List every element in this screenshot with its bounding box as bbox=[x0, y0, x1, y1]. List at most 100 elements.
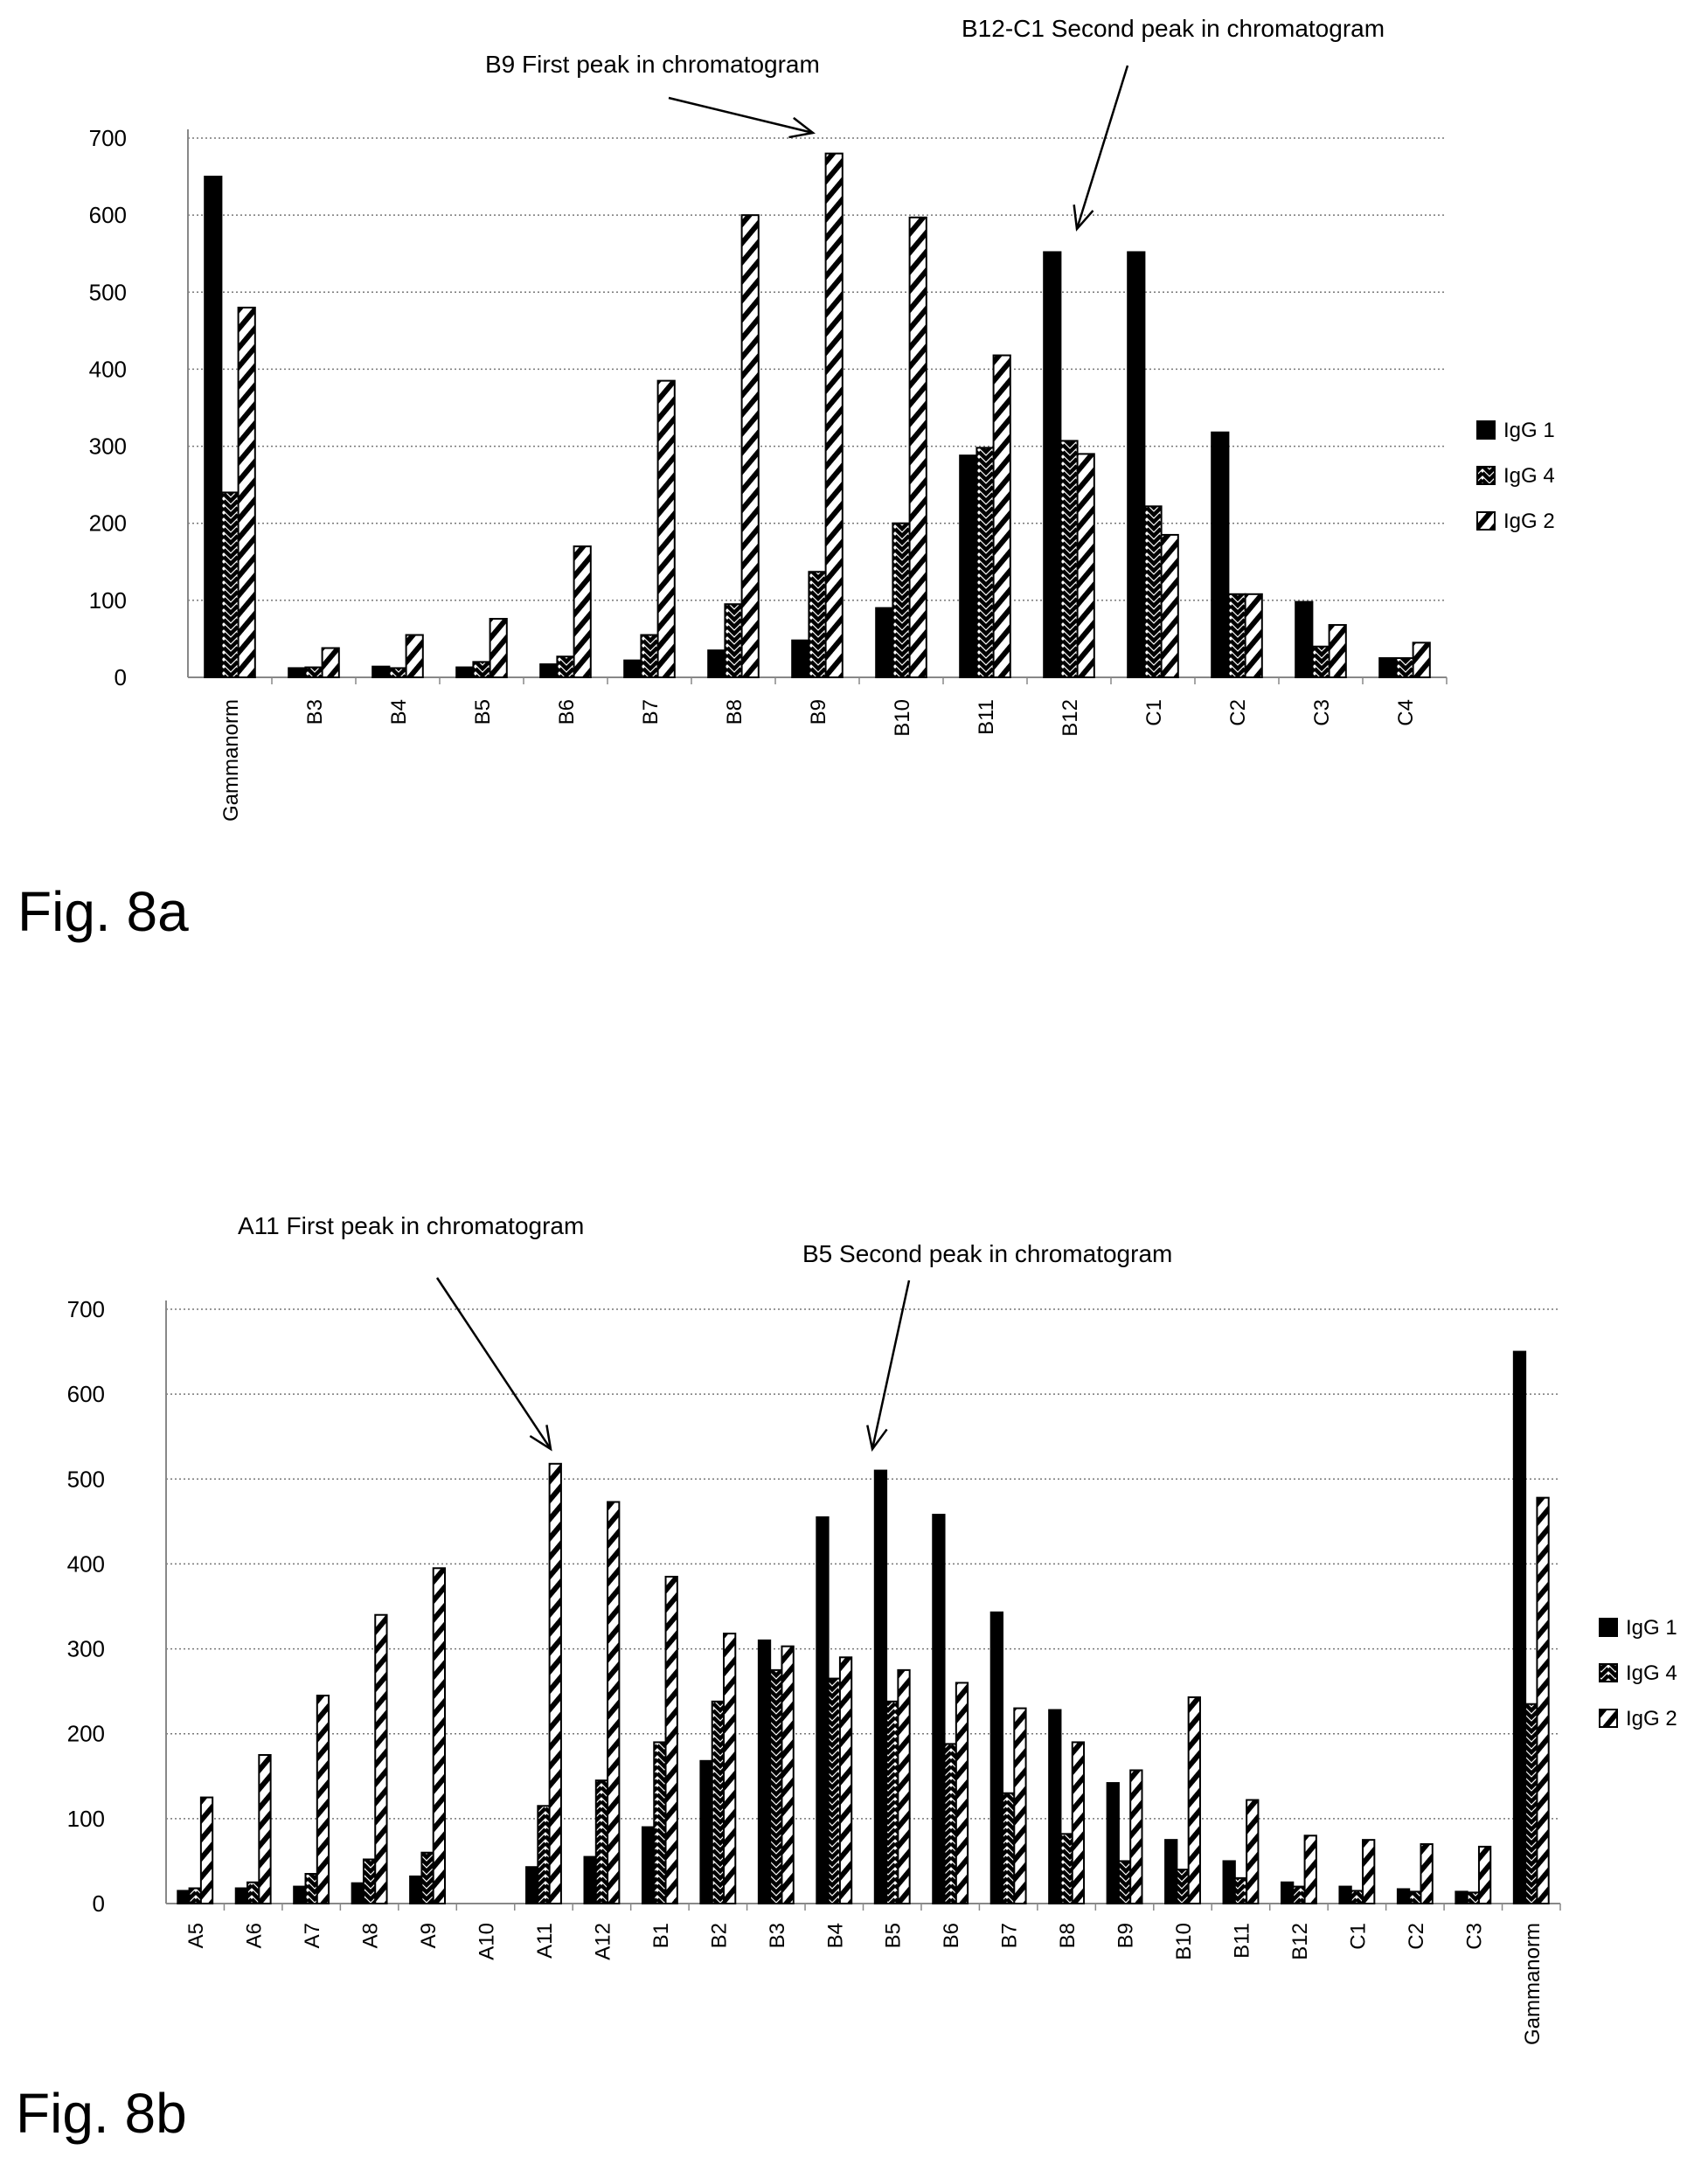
x-tick-label: A10 bbox=[476, 1923, 499, 1960]
bar bbox=[1295, 600, 1314, 678]
x-tick-label: B4 bbox=[823, 1923, 847, 1948]
bar bbox=[1143, 505, 1163, 679]
bar bbox=[908, 216, 927, 678]
x-tick-label: B11 bbox=[975, 699, 998, 735]
bar bbox=[816, 1516, 830, 1904]
bar bbox=[1043, 251, 1062, 678]
y-tick-label: 0 bbox=[93, 1890, 105, 1917]
legend-swatch bbox=[1476, 511, 1496, 531]
bar bbox=[711, 1700, 725, 1905]
x-tick-label: A5 bbox=[184, 1923, 208, 1948]
bar bbox=[1076, 453, 1095, 679]
y-tick-label: 100 bbox=[67, 1806, 105, 1832]
bar bbox=[757, 1639, 772, 1905]
bar bbox=[885, 1700, 899, 1905]
bar bbox=[472, 661, 491, 678]
x-tick-label: B3 bbox=[303, 699, 327, 725]
bar bbox=[1211, 431, 1230, 678]
x-tick-label: C3 bbox=[1462, 1923, 1486, 1950]
bar bbox=[791, 639, 810, 678]
bar bbox=[623, 659, 642, 679]
y-tick-label: 300 bbox=[89, 433, 127, 460]
bar bbox=[1002, 1792, 1016, 1905]
bar bbox=[1227, 593, 1246, 679]
bar bbox=[288, 667, 307, 678]
legend-swatch bbox=[1599, 1663, 1618, 1682]
bar bbox=[740, 214, 760, 678]
legend-label: IgG 2 bbox=[1503, 510, 1555, 533]
bar bbox=[1117, 1860, 1132, 1904]
bar bbox=[656, 379, 676, 678]
bar bbox=[1160, 533, 1179, 679]
bar bbox=[1378, 656, 1398, 679]
arrowhead bbox=[1073, 205, 1094, 232]
bar bbox=[1233, 1876, 1248, 1905]
y-tick-label: 400 bbox=[89, 356, 127, 382]
bar bbox=[455, 666, 475, 679]
figure-label: Fig. 8b bbox=[16, 2082, 187, 2145]
bar bbox=[976, 447, 995, 678]
bar bbox=[838, 1656, 853, 1905]
annotation-arrow bbox=[435, 1277, 552, 1450]
x-tick-label: B8 bbox=[723, 699, 746, 725]
bar bbox=[1292, 1885, 1306, 1905]
bar bbox=[374, 1613, 388, 1904]
bar bbox=[1176, 1869, 1190, 1904]
bar bbox=[594, 1779, 609, 1904]
bar bbox=[405, 634, 424, 678]
figure-label: Fig. 8a bbox=[17, 880, 189, 943]
legend-label: IgG 1 bbox=[1503, 419, 1555, 442]
bar bbox=[1303, 1835, 1317, 1904]
x-tick-label: A6 bbox=[243, 1923, 267, 1948]
bar bbox=[1512, 1350, 1527, 1904]
x-tick-label: B7 bbox=[998, 1923, 1022, 1948]
bar bbox=[304, 1873, 318, 1904]
bar bbox=[204, 176, 223, 679]
x-tick-label: B12 bbox=[1059, 699, 1082, 737]
x-tick-label: B12 bbox=[1288, 1923, 1312, 1960]
x-tick-label: C2 bbox=[1405, 1923, 1428, 1950]
bar bbox=[1328, 624, 1347, 679]
bar bbox=[420, 1851, 434, 1905]
bar bbox=[1244, 593, 1263, 679]
bar bbox=[989, 1611, 1004, 1905]
x-tick-label: B5 bbox=[882, 1923, 906, 1948]
bar bbox=[573, 545, 592, 679]
x-tick-label: B5 bbox=[471, 699, 495, 725]
bar bbox=[293, 1885, 307, 1905]
bar bbox=[943, 1743, 957, 1905]
bar bbox=[1338, 1885, 1352, 1905]
arrowhead bbox=[529, 1425, 552, 1452]
bar bbox=[955, 1682, 969, 1905]
bar bbox=[1187, 1696, 1201, 1905]
bar bbox=[1106, 1782, 1120, 1904]
bar bbox=[583, 1855, 597, 1905]
bar bbox=[1420, 1843, 1434, 1904]
bar bbox=[371, 665, 391, 678]
bar bbox=[1455, 1890, 1468, 1904]
x-tick-label: C3 bbox=[1310, 699, 1334, 726]
bar bbox=[1281, 1881, 1295, 1905]
x-tick-label: Gammanorm bbox=[219, 699, 243, 822]
bar bbox=[873, 1469, 888, 1904]
bar bbox=[1059, 440, 1079, 678]
bar bbox=[824, 152, 844, 678]
y-tick-label: 400 bbox=[67, 1550, 105, 1577]
bar bbox=[1222, 1860, 1236, 1904]
bar bbox=[1127, 251, 1146, 678]
legend-swatch bbox=[1599, 1618, 1618, 1637]
x-tick-label: B3 bbox=[766, 1923, 789, 1948]
bar bbox=[1396, 1888, 1411, 1904]
bar bbox=[892, 522, 911, 679]
y-tick-label: 700 bbox=[89, 125, 127, 151]
annotation-text: A11 First peak in chromatogram bbox=[238, 1212, 584, 1239]
bar bbox=[220, 491, 240, 679]
x-tick-label: B2 bbox=[707, 1923, 731, 1948]
x-tick-label: B6 bbox=[940, 1923, 963, 1948]
bar bbox=[1013, 1707, 1027, 1904]
annotation-text: B9 First peak in chromatogram bbox=[485, 51, 820, 78]
bar bbox=[1164, 1839, 1178, 1904]
legend-swatch bbox=[1476, 420, 1496, 440]
bar bbox=[607, 1501, 621, 1904]
